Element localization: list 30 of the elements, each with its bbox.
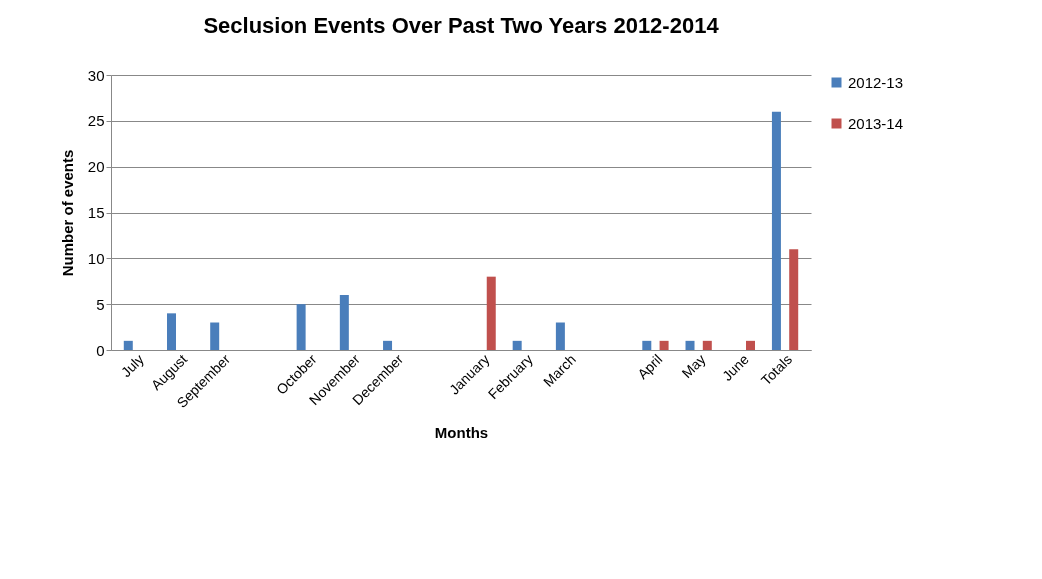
bar xyxy=(210,322,220,350)
y-tick-label: 10 xyxy=(87,249,105,267)
y-tick-label: 20 xyxy=(87,158,105,176)
y-tick-label: 30 xyxy=(87,66,105,84)
bar xyxy=(659,340,669,350)
bar xyxy=(746,340,756,350)
y-tick-label: 15 xyxy=(87,204,105,221)
bar xyxy=(123,340,133,350)
legend-label: 2012-13 xyxy=(848,73,904,91)
bar xyxy=(383,340,393,350)
x-axis-title: Months xyxy=(434,423,489,441)
bar xyxy=(166,313,176,350)
x-tick-label: May xyxy=(678,351,709,382)
y-axis-title: Number of events xyxy=(58,149,76,277)
bar xyxy=(486,276,496,350)
y-tick-label: 5 xyxy=(96,295,105,313)
bar xyxy=(555,322,565,350)
y-tick-label: 0 xyxy=(96,341,105,359)
y-tick-label: 25 xyxy=(87,112,105,130)
bar xyxy=(789,249,799,350)
bar xyxy=(339,295,349,350)
chart-title: Seclusion Events Over Past Two Years 2012-2014 xyxy=(203,13,720,38)
bar xyxy=(512,340,522,350)
bar xyxy=(296,304,306,350)
legend-label: 2013-14 xyxy=(848,114,904,132)
bar xyxy=(702,340,712,350)
x-tick-label: July xyxy=(117,351,147,381)
bar xyxy=(642,340,652,350)
bar xyxy=(685,340,695,350)
bar xyxy=(771,111,781,350)
